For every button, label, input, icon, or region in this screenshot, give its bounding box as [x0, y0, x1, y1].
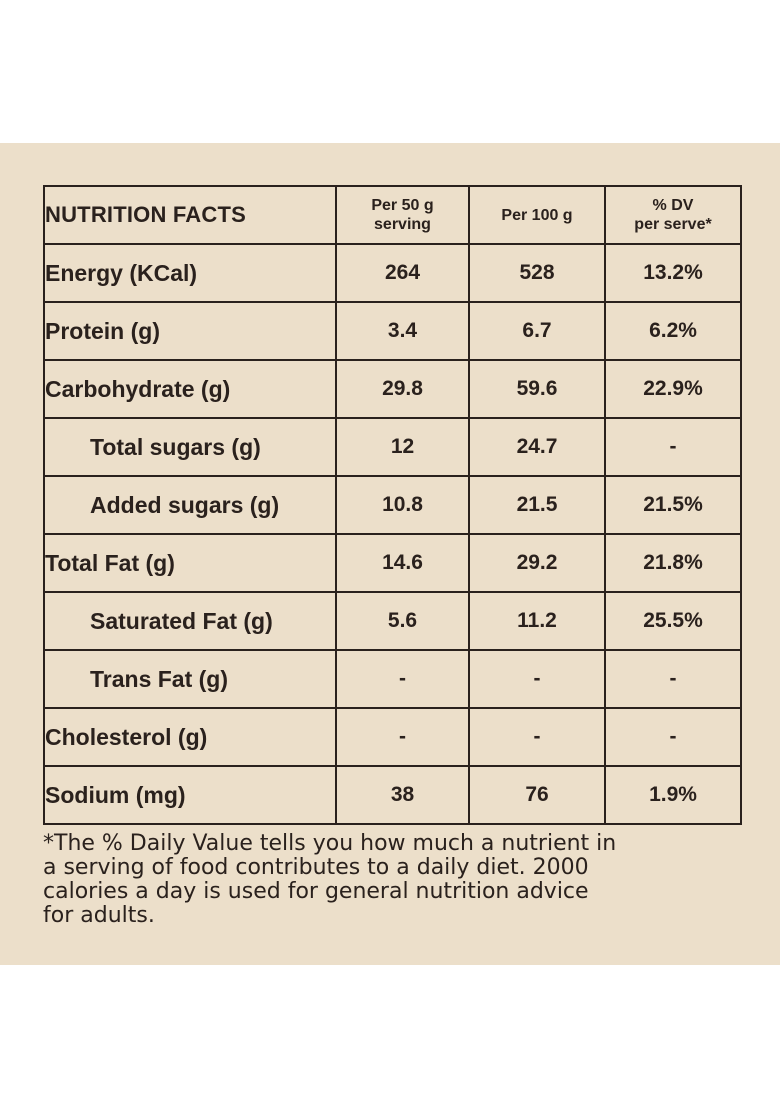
table-title: NUTRITION FACTS: [43, 185, 337, 245]
table-header-row: NUTRITION FACTS Per 50 g serving Per 100…: [43, 185, 742, 245]
table-row: Sodium (mg) 38 76 1.9%: [43, 765, 742, 825]
footnote-line: *The % Daily Value tells you how much a …: [43, 831, 617, 856]
per-100g-value: 11.2: [468, 591, 606, 651]
table-row: Total sugars (g) 12 24.7 -: [43, 417, 742, 477]
daily-value-percent: 1.9%: [604, 765, 742, 825]
per-serving-value: 5.6: [335, 591, 470, 651]
per-serving-value: 3.4: [335, 301, 470, 361]
footnote-line: a serving of food contributes to a daily…: [43, 855, 589, 880]
nutrition-facts-table: NUTRITION FACTS Per 50 g serving Per 100…: [43, 185, 742, 825]
table-row: Total Fat (g) 14.6 29.2 21.8%: [43, 533, 742, 593]
per-100g-value: 59.6: [468, 359, 606, 419]
per-serving-value: 14.6: [335, 533, 470, 593]
per-100g-value: 6.7: [468, 301, 606, 361]
nutrient-label: Cholesterol (g): [43, 707, 337, 767]
nutrient-label: Total Fat (g): [43, 533, 337, 593]
footnote-line: calories a day is used for general nutri…: [43, 879, 589, 904]
column-header-daily-value: % DV per serve*: [604, 185, 742, 245]
nutrient-label: Saturated Fat (g): [43, 591, 337, 651]
column-header-per-100g: Per 100 g: [468, 185, 606, 245]
column-header-daily-value-line1: % DV: [652, 197, 694, 214]
table-row: Carbohydrate (g) 29.8 59.6 22.9%: [43, 359, 742, 419]
column-header-per-serving-line2: serving: [374, 216, 431, 233]
table-row: Energy (KCal) 264 528 13.2%: [43, 243, 742, 303]
per-serving-value: -: [335, 649, 470, 709]
nutrient-label: Carbohydrate (g): [43, 359, 337, 419]
table-row: Trans Fat (g) - - -: [43, 649, 742, 709]
per-100g-value: 24.7: [468, 417, 606, 477]
table-row: Protein (g) 3.4 6.7 6.2%: [43, 301, 742, 361]
per-serving-value: 12: [335, 417, 470, 477]
per-100g-value: -: [468, 707, 606, 767]
daily-value-percent: 21.5%: [604, 475, 742, 535]
daily-value-percent: -: [604, 417, 742, 477]
nutrient-label: Total sugars (g): [43, 417, 337, 477]
footnote-line: for adults.: [43, 903, 155, 928]
table-row: Saturated Fat (g) 5.6 11.2 25.5%: [43, 591, 742, 651]
per-100g-value: 528: [468, 243, 606, 303]
nutrient-label: Trans Fat (g): [43, 649, 337, 709]
per-100g-value: -: [468, 649, 606, 709]
per-serving-value: 264: [335, 243, 470, 303]
column-header-per-serving: Per 50 g serving: [335, 185, 470, 245]
nutrient-label: Sodium (mg): [43, 765, 337, 825]
daily-value-percent: 21.8%: [604, 533, 742, 593]
daily-value-percent: 6.2%: [604, 301, 742, 361]
daily-value-percent: 22.9%: [604, 359, 742, 419]
per-serving-value: 38: [335, 765, 470, 825]
daily-value-percent: -: [604, 649, 742, 709]
per-serving-value: -: [335, 707, 470, 767]
column-header-daily-value-line2: per serve*: [634, 216, 712, 233]
table-row: Added sugars (g) 10.8 21.5 21.5%: [43, 475, 742, 535]
nutrient-label: Added sugars (g): [43, 475, 337, 535]
per-100g-value: 29.2: [468, 533, 606, 593]
daily-value-percent: 13.2%: [604, 243, 742, 303]
daily-value-percent: -: [604, 707, 742, 767]
per-100g-value: 21.5: [468, 475, 606, 535]
column-header-per-serving-line1: Per 50 g: [371, 197, 434, 214]
daily-value-percent: 25.5%: [604, 591, 742, 651]
per-serving-value: 29.8: [335, 359, 470, 419]
table-row: Cholesterol (g) - - -: [43, 707, 742, 767]
daily-value-footnote: *The % Daily Value tells you how much a …: [43, 832, 743, 928]
nutrient-label: Energy (KCal): [43, 243, 337, 303]
per-serving-value: 10.8: [335, 475, 470, 535]
nutrient-label: Protein (g): [43, 301, 337, 361]
per-100g-value: 76: [468, 765, 606, 825]
